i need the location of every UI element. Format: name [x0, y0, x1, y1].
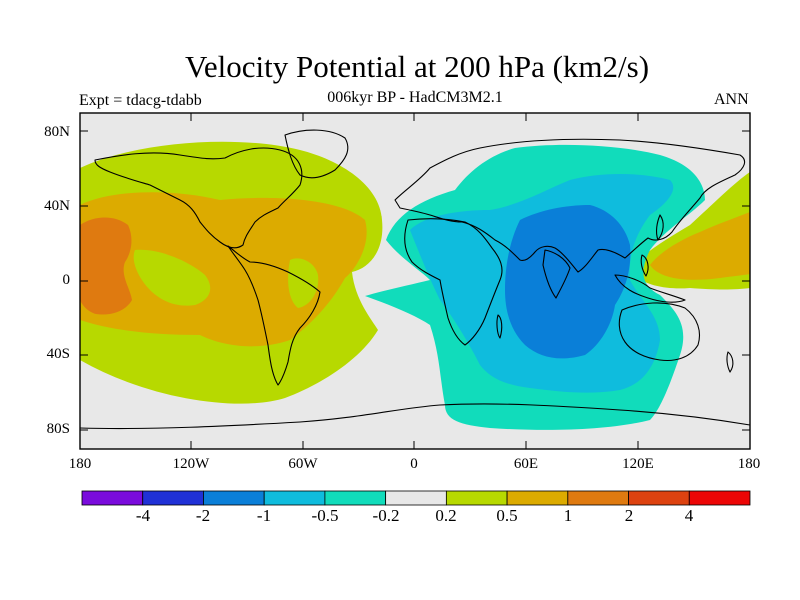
colorbar-swatch — [203, 490, 265, 506]
colorbar-label-5: -0.2 — [372, 506, 400, 525]
coast-se-asia — [614, 274, 686, 303]
coast-madagascar — [496, 314, 503, 339]
coast-antarctica — [79, 403, 751, 430]
colorbar-label-6: 0.2 — [435, 506, 457, 525]
colorbar-label-7: 0.5 — [496, 506, 518, 525]
contour-neg-1-core — [505, 205, 631, 359]
map-subtitle: 006kyr BP - HadCM3M2.1 — [327, 89, 503, 106]
colorbar-swatch — [628, 490, 690, 506]
colorbar-label-2: -2 — [195, 506, 211, 525]
coast-south-america — [227, 245, 321, 386]
lon-label-180w: 180 — [68, 456, 92, 472]
lat-label-40n: 40N — [44, 198, 70, 214]
colorbar-swatch — [445, 490, 508, 506]
colorbar-label-8: 1 — [563, 506, 573, 525]
lat-label-80n: 80N — [44, 124, 70, 140]
lon-label-60w: 60W — [288, 456, 318, 472]
lon-label-180e: 180 — [737, 456, 761, 472]
coast-new-zealand — [726, 351, 734, 373]
colorbar-label-3: -1 — [256, 506, 272, 525]
coast-greenland — [284, 129, 349, 179]
contour-pos-02-tongue — [133, 249, 211, 306]
colorbar-swatch — [688, 490, 751, 506]
coast-australia — [618, 302, 701, 362]
lat-label-80s: 80S — [46, 421, 70, 437]
colorbar — [81, 490, 751, 506]
lon-label-60e: 60E — [513, 456, 539, 472]
coast-japan — [655, 214, 664, 241]
map-title: Velocity Potential at 200 hPa (km2/s) — [184, 49, 650, 84]
colorbar-swatch — [385, 490, 447, 506]
lon-label-120w: 120W — [172, 456, 210, 472]
experiment-label: Expt = tdacg-tdabb — [79, 92, 202, 109]
coastlines — [79, 129, 751, 430]
coast-eurasia — [394, 138, 746, 273]
coast-north-america — [94, 147, 303, 249]
lat-label-40s: 40S — [46, 346, 70, 362]
colorbar-label-10: 4 — [684, 506, 694, 525]
colorbar-swatch — [142, 490, 204, 506]
lon-label-0: 0 — [410, 456, 418, 472]
colorbar-swatch — [506, 490, 569, 506]
season-label: ANN — [714, 91, 749, 108]
colorbar-swatch — [567, 490, 629, 506]
coast-india — [542, 249, 571, 299]
coast-africa — [404, 218, 503, 346]
colorbar-swatch — [263, 490, 326, 506]
colorbar-swatch — [324, 490, 387, 506]
colorbar-label-1: -4 — [135, 506, 151, 525]
lat-label-0: 0 — [62, 272, 71, 288]
colorbar-label-4: -0.5 — [311, 506, 339, 525]
lon-label-120e: 120E — [622, 456, 654, 472]
contour-pos-02-atlantic — [288, 258, 319, 308]
coast-philippines — [640, 254, 649, 277]
axis-ticks — [80, 113, 750, 449]
contour-pos-05-americas — [80, 192, 367, 347]
contour-pos-05-wpacific — [650, 212, 750, 280]
colorbar-swatch — [81, 490, 144, 506]
colorbar-label-9: 2 — [624, 506, 634, 525]
contour-pos-1-pacific — [80, 217, 132, 315]
